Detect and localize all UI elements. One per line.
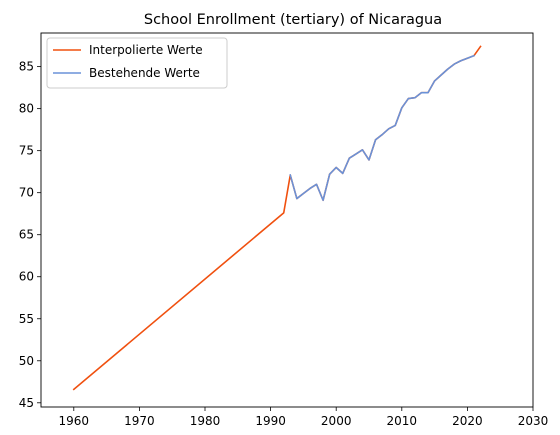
- plot-area: [40, 32, 534, 408]
- y-axis: 45 50 55 60 65 70 75 80 85: [19, 60, 41, 410]
- x-tick-label: 2000: [321, 414, 352, 428]
- x-tick-label: 1960: [59, 414, 90, 428]
- x-tick-label: 2020: [452, 414, 483, 428]
- legend: Interpolierte Werte Bestehende Werte: [46, 37, 228, 89]
- x-tick-label: 2010: [387, 414, 418, 428]
- y-tick-label: 80: [19, 102, 34, 116]
- y-tick-label: 75: [19, 144, 34, 158]
- y-tick-label: 45: [19, 396, 34, 410]
- y-tick-label: 85: [19, 60, 34, 74]
- x-tick-label: 1990: [255, 414, 286, 428]
- legend-label-2: Bestehende Werte: [89, 66, 200, 80]
- series-line-2: [289, 54, 475, 202]
- y-tick-label: 55: [19, 312, 34, 326]
- y-tick-label: 65: [19, 228, 34, 242]
- plot-frame: [40, 32, 534, 408]
- series-layer: [72, 45, 482, 391]
- y-tick-label: 50: [19, 354, 34, 368]
- chart-title: School Enrollment (tertiary) of Nicaragu…: [144, 12, 442, 28]
- legend-label-1: Interpolierte Werte: [89, 43, 203, 57]
- y-tick-label: 70: [19, 186, 34, 200]
- x-tick-label: 1970: [124, 414, 155, 428]
- x-tick-label: 2030: [518, 414, 549, 428]
- x-tick-label: 1980: [190, 414, 221, 428]
- plot-background: [41, 33, 533, 407]
- x-axis: 1960 1970 1980 1990 2000 2010 2020 2030: [59, 407, 549, 428]
- legend-box: [46, 37, 228, 89]
- y-tick-label: 60: [19, 270, 34, 284]
